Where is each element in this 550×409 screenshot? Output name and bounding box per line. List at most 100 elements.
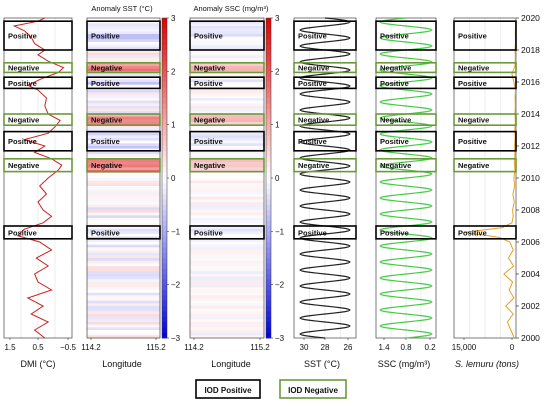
sst-anomaly-heatmap-cell [87, 188, 160, 192]
sst-anomaly-heatmap-cell [87, 84, 160, 88]
iod-negative-label: Negative [380, 64, 411, 73]
year-tick-label: 2000 [521, 333, 540, 343]
legend-negative-box [279, 379, 347, 399]
iod-negative-box [3, 61, 73, 74]
sst-colorbar-segment [162, 50, 167, 56]
ssc-anomaly-heatmap-cell [190, 42, 264, 46]
sst-anomaly-heatmap-cell [87, 23, 160, 27]
sst-anomaly-heatmap-cell [87, 287, 160, 291]
sst-anomaly-heatmap-cell [87, 47, 160, 51]
sst-anomaly-heatmap-cell [87, 106, 160, 110]
iod-positive-label: Positive [380, 79, 409, 88]
sst-colorbar-segment [162, 178, 167, 184]
ssc-colorbar-segment [266, 316, 271, 323]
sst-anomaly-heatmap-cell [87, 159, 160, 163]
sst-anomaly-heatmap-cell [87, 92, 160, 96]
lemuru-xtick-label: 15,000 [452, 343, 477, 352]
ssc-anomaly-heatmap-cell [190, 143, 264, 147]
iod-negative-label: Negative [8, 161, 39, 170]
ssc-colorbar-tick-label: 0 [275, 174, 280, 183]
sst-anomaly-heatmap-cell [87, 119, 160, 123]
iod-negative-box [293, 113, 357, 126]
ssc-anomaly-heatmap-cell [190, 103, 264, 107]
ssc-colorbar-segment [266, 34, 271, 40]
sst-anomaly-heatmap-cell [87, 42, 160, 46]
sst-anomaly-heatmap-cell [87, 242, 160, 246]
sst-colorbar-segment [162, 199, 167, 206]
ssc-xlabel: SSC (mg/m³) [378, 359, 431, 369]
dmi-line [12, 17, 65, 339]
iod-positive-box [375, 225, 437, 240]
sst-colorbar-segment [162, 156, 167, 163]
ssc-colorbar-segment [266, 146, 271, 152]
iod-negative-box [375, 158, 437, 173]
ssc-colorbar-segment [266, 311, 271, 318]
sst-anomaly-xlabel: Longitude [102, 359, 142, 369]
ssc-colorbar-segment [266, 178, 271, 184]
ssc-anomaly-heatmap-cell [190, 114, 264, 118]
sst-colorbar-segment [162, 204, 167, 211]
sst-xtick-label: 26 [344, 343, 353, 352]
ssc-anomaly-heatmap-cell [190, 146, 264, 150]
ssc-anomaly-heatmap-cell [190, 20, 264, 24]
iod-positive-box [86, 76, 161, 90]
ssc-anomaly-heatmap-cell [190, 92, 264, 96]
ssc-colorbar-segment [266, 156, 271, 163]
ssc-anomaly-heatmap-cell [190, 154, 264, 158]
sst-colorbar-segment [162, 87, 167, 94]
iod-negative-box [453, 61, 517, 74]
sst-anomaly-heatmap-cell [87, 124, 160, 128]
ssc-colorbar-segment [266, 71, 271, 78]
sst-colorbar-segment [162, 268, 167, 275]
iod-negative-box [86, 158, 161, 173]
ssc-anomaly-xlabel: Longitude [211, 359, 251, 369]
sst-anomaly-heatmap-cell [87, 28, 160, 32]
ssc-anomaly-heatmap-cell [190, 308, 264, 312]
ssc-line [379, 17, 433, 339]
iod-positive-label: Positive [91, 137, 120, 146]
ssc-anomaly-heatmap-cell [190, 300, 264, 304]
year-tick-label: 2008 [521, 205, 540, 215]
ssc-colorbar-segment [266, 92, 271, 99]
iod-negative-box [375, 113, 437, 126]
ssc-anomaly-heatmap-cell [190, 250, 264, 254]
sst-anomaly-heatmap-cell [87, 127, 160, 131]
ssc-colorbar-segment [266, 172, 271, 179]
ssc-colorbar-segment [266, 204, 271, 211]
sst-anomaly-heatmap-cell [87, 34, 160, 38]
year-tick-label: 2006 [521, 237, 540, 247]
ssc-anomaly-heatmap-cell [190, 116, 264, 120]
ssc-colorbar-tick-label: −1 [275, 227, 285, 236]
ssc-colorbar-segment [266, 76, 271, 83]
iod-positive-box [375, 76, 437, 90]
sst-anomaly-heatmap-cell [87, 172, 160, 176]
ssc-colorbar-segment [266, 306, 271, 312]
iod-positive-label: Positive [380, 228, 409, 237]
ssc-anomaly-heatmap-cell [190, 332, 264, 336]
ssc-colorbar-segment [266, 167, 271, 174]
ssc-anomaly-heatmap-cell [190, 239, 264, 243]
sst-anomaly-heatmap-cell [87, 143, 160, 147]
sst-colorbar-segment [162, 210, 167, 216]
iod-positive-box [453, 76, 517, 90]
iod-positive-box [293, 225, 357, 240]
ssc-anomaly-heatmap-cell [190, 234, 264, 238]
ssc-anomaly-heatmap-cell [190, 271, 264, 275]
ssc-anomaly-heatmap-cell [190, 52, 264, 56]
iod-negative-label: Negative [91, 116, 122, 125]
ssc-colorbar-segment [266, 252, 271, 259]
sst_anom-xtick-label: 115.2 [146, 343, 166, 352]
ssc-anomaly-heatmap-cell [190, 175, 264, 179]
sst-colorbar-segment [162, 18, 167, 24]
sst-colorbar-segment [162, 231, 167, 238]
sst-colorbar-segment [162, 311, 167, 318]
sst-anomaly-heatmap-cell [87, 90, 160, 94]
sst-colorbar-segment [162, 242, 167, 248]
iod-positive-label: Positive [458, 32, 487, 41]
ssc-anomaly-heatmap-cell [190, 210, 264, 214]
iod-negative-box [453, 158, 517, 173]
sst-anomaly-heatmap-cell [87, 266, 160, 270]
iod-positive-box [293, 20, 357, 51]
iod-negative-label: Negative [298, 161, 329, 170]
sst-colorbar-segment [162, 188, 167, 195]
